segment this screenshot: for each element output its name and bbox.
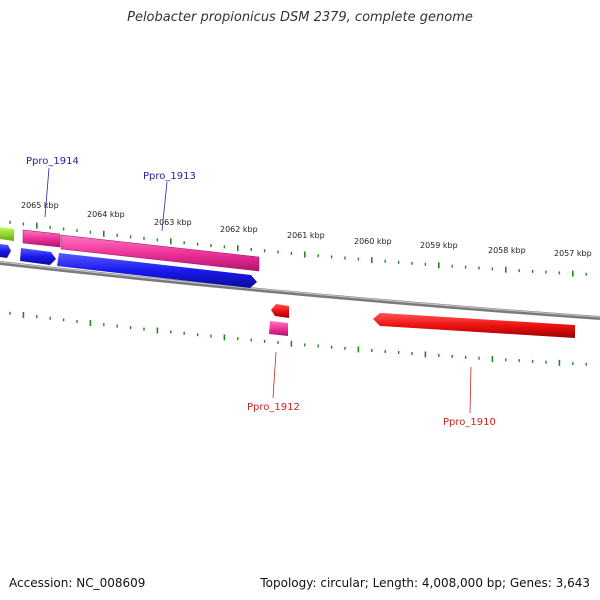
callout-line-ppro-1912 [272, 351, 277, 399]
kbp-label: 2058 kbp [488, 246, 526, 255]
gene-label-ppro-1910[interactable]: Ppro_1910 [443, 417, 496, 428]
gene-callouts: Ppro_1914 Ppro_1913 Ppro_1912 Ppro_1910 [26, 156, 496, 428]
kbp-label: 2062 kbp [220, 225, 258, 234]
kbp-label: 2064 kbp [87, 210, 125, 219]
gene-bar-ppro-1914[interactable] [22, 229, 61, 248]
gene-arrow-ppro-1912-top[interactable] [271, 304, 289, 318]
gene-arrow-blue-long[interactable] [57, 253, 257, 288]
gene-bar-ppro-1912[interactable] [269, 321, 288, 336]
gene-arrow-blue-left[interactable] [0, 244, 11, 258]
genome-backbone [0, 261, 600, 320]
callout-line-ppro-1914 [44, 167, 50, 218]
scale-ticks-outer [9, 220, 587, 277]
gene-arrow-blue-small[interactable] [20, 248, 56, 265]
genome-backbone-highlight [0, 261, 600, 318]
gene-bar-ppro-1913[interactable] [60, 234, 260, 272]
gene-label-ppro-1912[interactable]: Ppro_1912 [247, 402, 300, 413]
genome-stats-text: Topology: circular; Length: 4,008,000 bp… [260, 576, 590, 590]
reverse-features-blue [0, 244, 257, 288]
kbp-label: 2065 kbp [21, 201, 59, 210]
gene-bar-green[interactable] [0, 227, 14, 241]
kbp-label: 2059 kbp [420, 241, 458, 250]
kbp-label: 2061 kbp [287, 231, 325, 240]
kbp-labels: 2065 kbp 2064 kbp 2063 kbp 2062 kbp 2061… [21, 201, 592, 258]
gene-label-ppro-1913[interactable]: Ppro_1913 [143, 171, 196, 182]
scale-ticks-inner [9, 311, 587, 366]
reverse-features-red [269, 304, 575, 338]
kbp-label: 2057 kbp [554, 249, 592, 258]
genome-title: Pelobacter propionicus DSM 2379, complet… [127, 10, 473, 25]
kbp-label: 2060 kbp [354, 237, 392, 246]
callout-line-ppro-1910 [469, 366, 472, 414]
accession-text: Accession: NC_008609 [9, 576, 146, 590]
gene-arrow-ppro-1910[interactable] [373, 313, 575, 338]
forward-features [0, 227, 260, 272]
kbp-label: 2063 kbp [154, 218, 192, 227]
callout-line-ppro-1913 [161, 181, 168, 232]
gene-label-ppro-1914[interactable]: Ppro_1914 [26, 156, 79, 167]
